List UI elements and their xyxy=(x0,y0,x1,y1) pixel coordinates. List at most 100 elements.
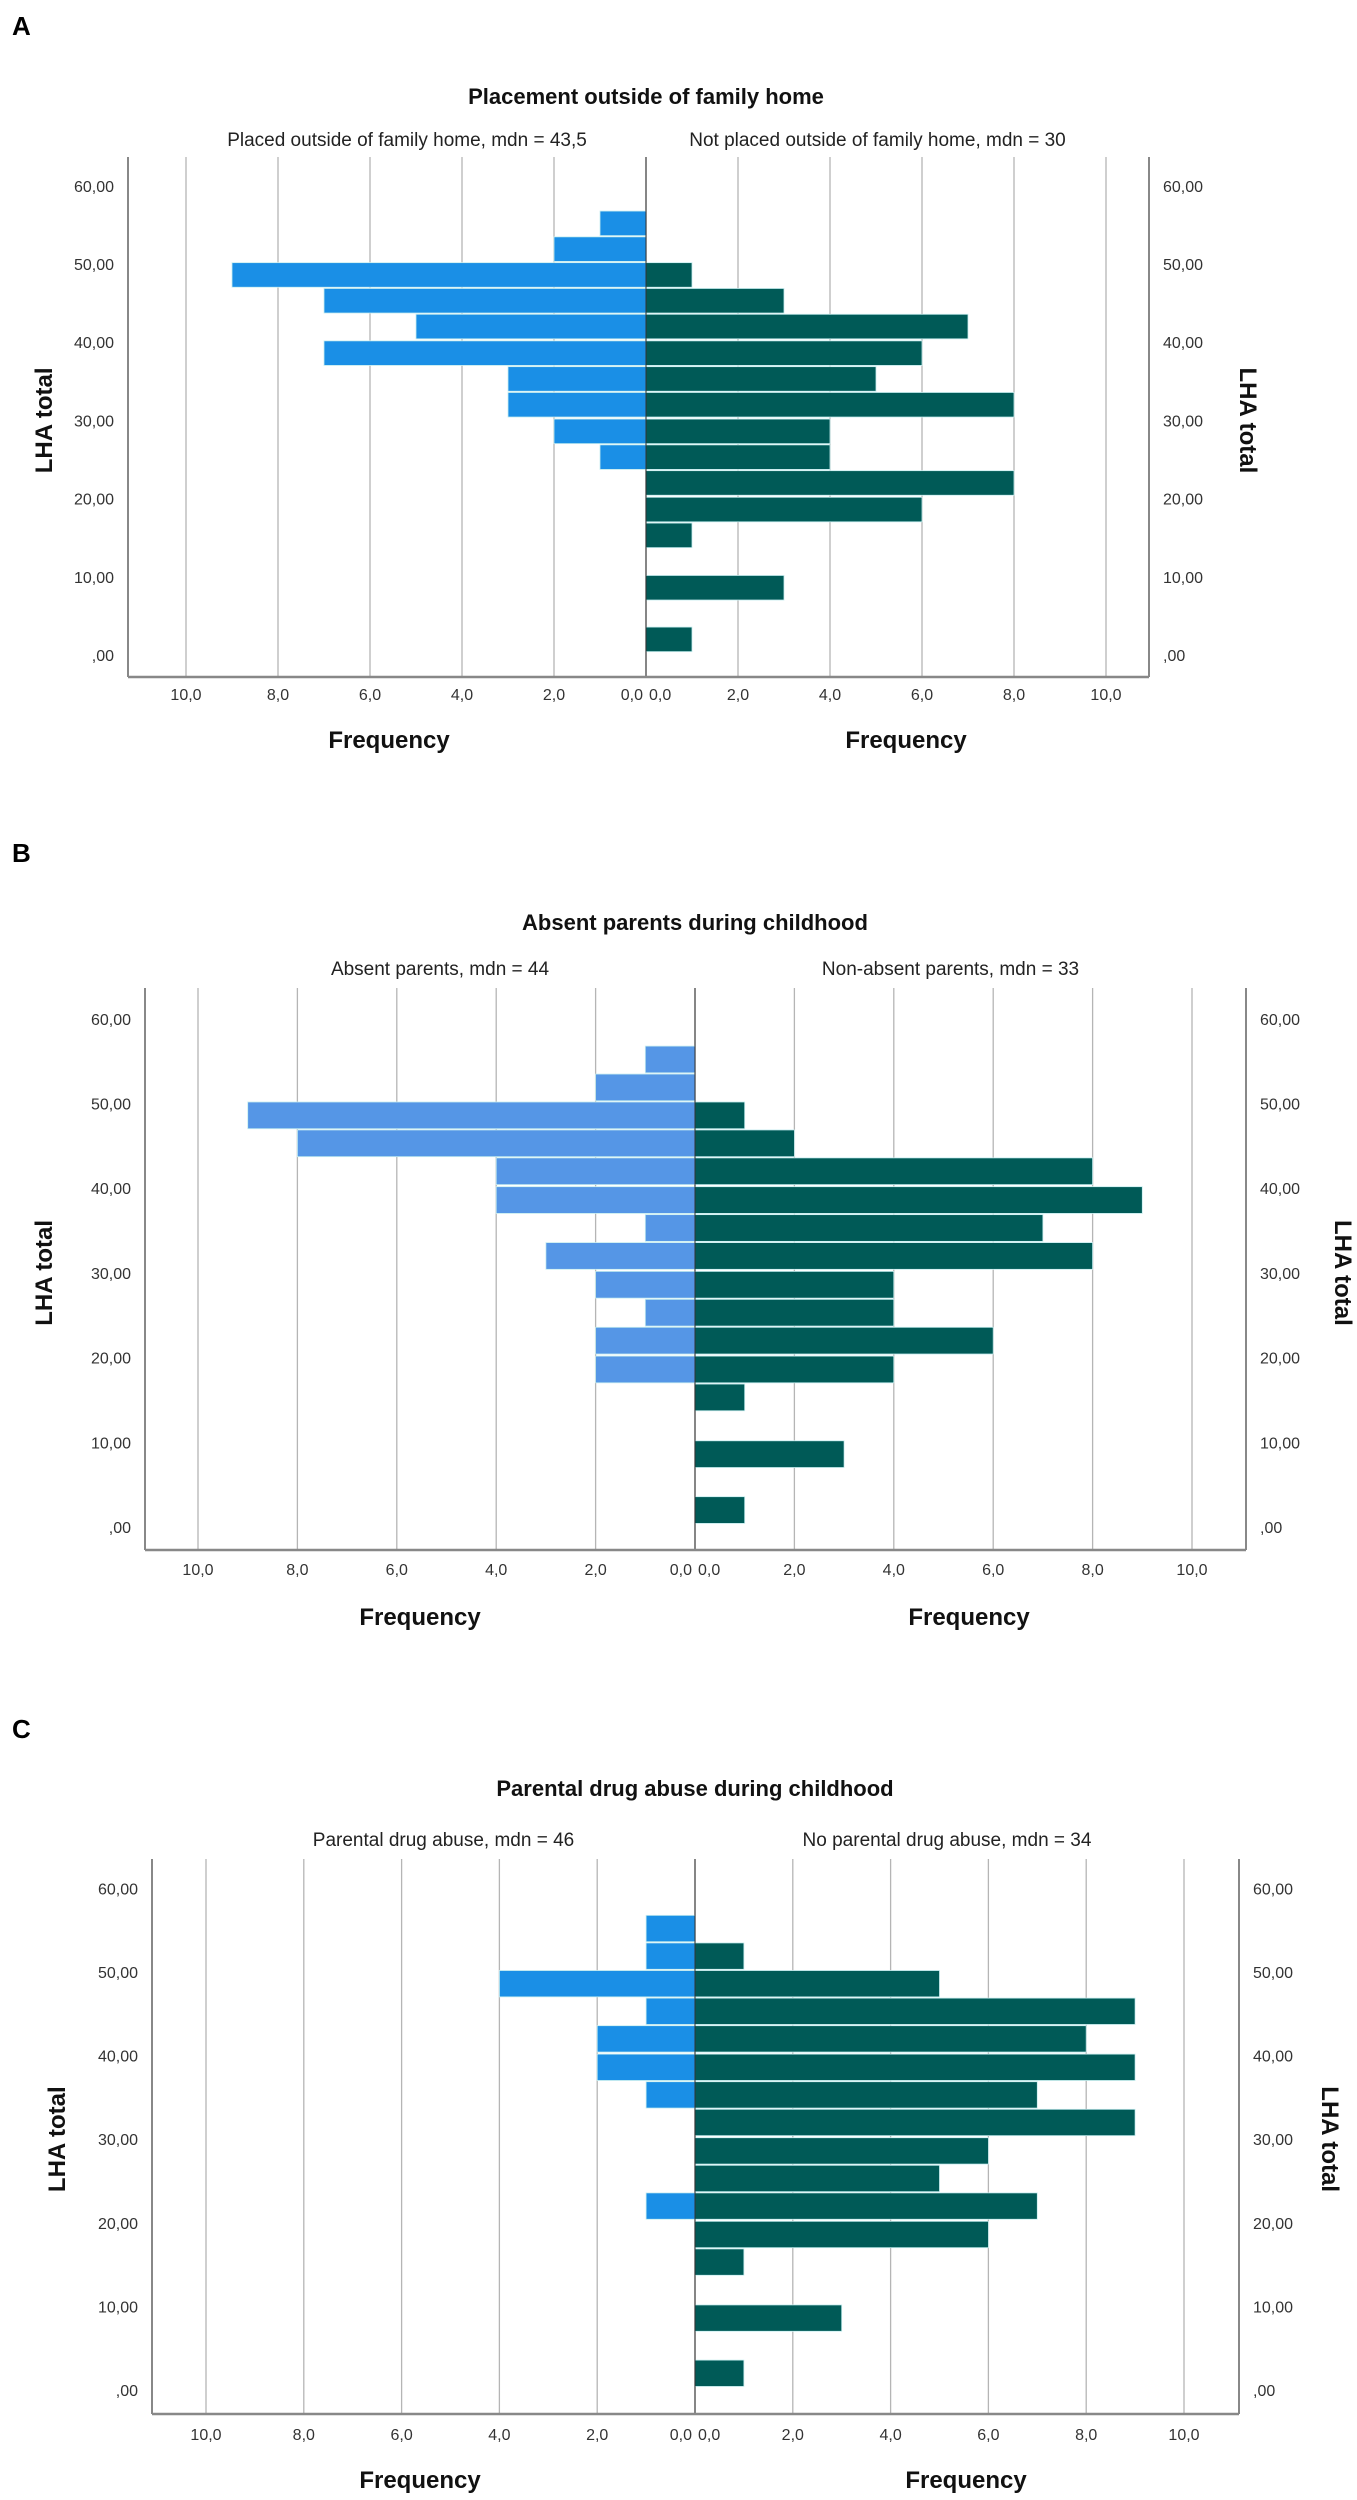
y-axis-title-right: LHA total xyxy=(1316,2086,1343,2192)
left-bar xyxy=(507,392,647,418)
right-bar xyxy=(645,418,831,445)
x-tick-label-right: 6,0 xyxy=(982,1562,1004,1579)
left-bar xyxy=(545,1242,696,1270)
chart-title: Parental drug abuse during childhood xyxy=(496,1776,893,1801)
right-bar xyxy=(694,2220,989,2249)
chart-title: Placement outside of family home xyxy=(468,84,824,109)
y-tick-label-right: 10,00 xyxy=(1163,570,1203,587)
left-bar xyxy=(644,1214,696,1242)
left-series-label: Absent parents, mdn = 44 xyxy=(331,959,550,980)
right-bar xyxy=(694,1942,745,1970)
right-bar xyxy=(645,262,693,288)
x-tick-label-right: 10,0 xyxy=(1176,1562,1207,1579)
y-tick-label-left: 50,00 xyxy=(98,1965,138,1982)
x-tick-label-right: 0,0 xyxy=(698,2427,720,2444)
x-tick-label-right: 4,0 xyxy=(883,1562,905,1579)
x-tick-label-right: 4,0 xyxy=(879,2427,901,2444)
y-tick-label-right: 50,00 xyxy=(1253,1965,1293,1982)
y-tick-label-right: 50,00 xyxy=(1163,257,1203,274)
y-tick-label-left: ,00 xyxy=(116,2383,138,2400)
x-tick-label-left: 2,0 xyxy=(543,687,565,704)
left-bar xyxy=(645,1942,696,1970)
panel-label: A xyxy=(12,11,31,41)
right-bar xyxy=(694,2164,940,2193)
y-axis-title-left: LHA total xyxy=(31,1220,58,1326)
x-tick-label-left: 4,0 xyxy=(451,687,473,704)
right-bar xyxy=(694,1326,994,1355)
left-bar xyxy=(415,313,647,340)
left-bar xyxy=(495,1157,696,1186)
x-tick-label-left: 8,0 xyxy=(286,1562,308,1579)
panel-label: C xyxy=(12,1714,31,1744)
x-tick-label-left: 6,0 xyxy=(386,1562,408,1579)
x-tick-label-left: 6,0 xyxy=(390,2427,412,2444)
right-bar xyxy=(694,2137,989,2165)
x-tick-label-right: 2,0 xyxy=(782,2427,804,2444)
right-bar xyxy=(694,1383,746,1412)
right-bar xyxy=(645,313,969,340)
x-tick-label-left: 2,0 xyxy=(584,1562,606,1579)
right-bar xyxy=(645,444,831,470)
x-tick-label-left: 0,0 xyxy=(670,2427,692,2444)
x-tick-label-left: 0,0 xyxy=(621,687,643,704)
left-bar xyxy=(645,2192,696,2220)
left-bar xyxy=(498,1970,696,1998)
right-bar xyxy=(645,575,785,601)
right-bar xyxy=(645,522,693,549)
x-tick-label-right: 6,0 xyxy=(977,2427,999,2444)
y-tick-label-right: 30,00 xyxy=(1260,1266,1300,1283)
y-tick-label-right: 40,00 xyxy=(1163,335,1203,352)
left-bar xyxy=(296,1129,696,1158)
right-series-label: Non-absent parents, mdn = 33 xyxy=(822,959,1079,980)
right-bar xyxy=(694,1214,1044,1242)
y-tick-label-left: 20,00 xyxy=(98,2216,138,2233)
y-tick-label-right: 40,00 xyxy=(1253,2049,1293,2066)
y-tick-label-right: 50,00 xyxy=(1260,1097,1300,1114)
y-axis-title-right: LHA total xyxy=(1234,368,1261,474)
x-axis-title-left: Frequency xyxy=(328,727,450,754)
y-tick-label-left: 10,00 xyxy=(91,1435,131,1452)
left-bar xyxy=(495,1186,696,1214)
x-tick-label-right: 8,0 xyxy=(1075,2427,1097,2444)
x-tick-label-left: 10,0 xyxy=(190,2427,221,2444)
chart-title: Absent parents during childhood xyxy=(522,910,868,935)
y-tick-label-left: 60,00 xyxy=(91,1012,131,1029)
x-axis-title-right: Frequency xyxy=(908,1604,1030,1631)
right-bar xyxy=(694,1129,795,1158)
x-tick-label-left: 6,0 xyxy=(359,687,381,704)
right-bar xyxy=(694,2359,745,2387)
x-tick-label-right: 8,0 xyxy=(1081,1562,1103,1579)
x-axis-title-right: Frequency xyxy=(905,2467,1027,2494)
y-tick-label-right: 30,00 xyxy=(1163,413,1203,430)
x-tick-label-right: 2,0 xyxy=(727,687,749,704)
y-tick-label-left: 50,00 xyxy=(91,1097,131,1114)
left-bar xyxy=(247,1101,696,1130)
y-tick-label-right: 60,00 xyxy=(1253,1881,1293,1898)
right-bar xyxy=(694,2053,1136,2081)
x-tick-label-left: 4,0 xyxy=(488,2427,510,2444)
right-bar xyxy=(645,288,785,314)
x-tick-label-left: 10,0 xyxy=(170,687,201,704)
right-bar xyxy=(694,1157,1094,1186)
x-tick-label-left: 8,0 xyxy=(267,687,289,704)
y-tick-label-left: 10,00 xyxy=(74,570,114,587)
y-tick-label-right: 10,00 xyxy=(1253,2299,1293,2316)
right-bar xyxy=(645,470,1015,496)
x-tick-label-right: 6,0 xyxy=(911,687,933,704)
left-series-label: Placed outside of family home, mdn = 43,… xyxy=(227,130,587,151)
y-tick-label-left: 50,00 xyxy=(74,257,114,274)
right-bar xyxy=(645,366,877,392)
left-bar xyxy=(644,1045,696,1074)
y-tick-label-right: 20,00 xyxy=(1163,492,1203,509)
right-bar xyxy=(694,2025,1087,2053)
y-axis-title-right: LHA total xyxy=(1329,1220,1356,1326)
right-bar xyxy=(694,1496,746,1524)
x-tick-label-right: 4,0 xyxy=(819,687,841,704)
left-bar xyxy=(599,444,647,470)
y-tick-label-left: 60,00 xyxy=(98,1881,138,1898)
right-bar xyxy=(694,2304,843,2332)
y-tick-label-right: 60,00 xyxy=(1260,1012,1300,1029)
y-tick-label-left: 30,00 xyxy=(91,1266,131,1283)
x-tick-label-right: 10,0 xyxy=(1168,2427,1199,2444)
